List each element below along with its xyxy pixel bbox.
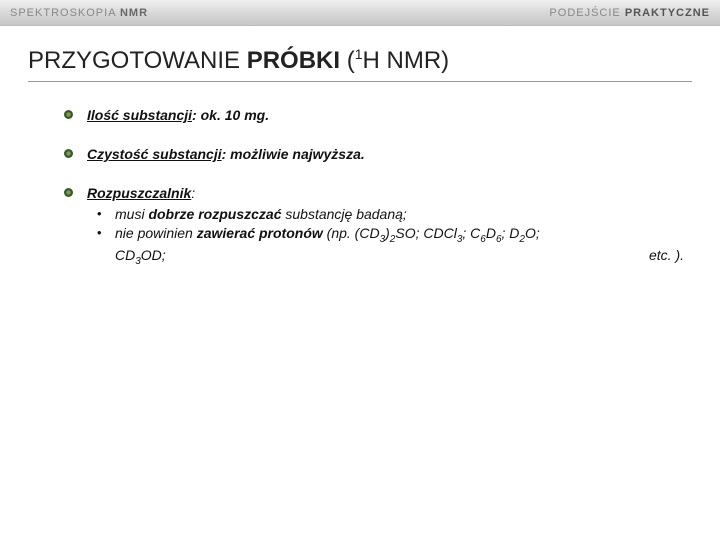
sub-text-1: nie powinien zawierać protonów (np. (CD3… — [115, 224, 692, 269]
text-piece: O; — [525, 225, 540, 241]
title-container: PRZYGOTOWANIE PRÓBKI (1H NMR) — [28, 46, 692, 82]
text-piece: (np. (CD — [323, 225, 380, 241]
text-piece: etc. ). — [649, 247, 684, 263]
item-label: Czystość substancji — [87, 146, 222, 162]
sub-text-1-line2-right: etc. ). — [649, 246, 692, 268]
title-part2: PRÓBKI — [247, 47, 340, 74]
item-body: Rozpuszczalnik: • musi dobrze rozpuszcza… — [87, 184, 692, 268]
text-piece: CD — [115, 247, 135, 263]
text-piece: SO; CDCl — [395, 225, 456, 241]
header-right-prefix: PODEJŚCIE — [549, 7, 624, 19]
sub-bullet: • — [97, 224, 115, 242]
sub-text-1-line2-left: CD3OD; — [115, 246, 166, 268]
header-left-bold: NMR — [120, 7, 148, 19]
list-item: Ilość substancji: ok. 10 mg. — [64, 106, 692, 125]
header-left-prefix: SPEKTROSKOPIA — [10, 7, 120, 19]
title-rest: H NMR) — [363, 47, 450, 74]
item-label: Ilość substancji — [87, 107, 192, 123]
sub-text-1-line1: nie powinien zawierać protonów (np. (CD3… — [115, 224, 692, 246]
text-piece: substancję badaną; — [281, 206, 406, 222]
title-part1: PRZYGOTOWANIE — [28, 47, 247, 74]
text-piece: nie powinien — [115, 225, 197, 241]
sub-text-1-line2: CD3OD; etc. ). — [115, 246, 692, 268]
item-colon: : — [222, 146, 231, 162]
sub-item: • nie powinien zawierać protonów (np. (C… — [97, 224, 692, 269]
text-piece: zawierać protonów — [197, 225, 323, 241]
list-item: Rozpuszczalnik: • musi dobrze rozpuszcza… — [64, 184, 692, 268]
slide-content: PRZYGOTOWANIE PRÓBKI (1H NMR) Ilość subs… — [0, 26, 720, 268]
text-piece: OD; — [141, 247, 166, 263]
title-sup: 1 — [355, 46, 363, 62]
item-colon: : — [192, 107, 201, 123]
text-piece: musi — [115, 206, 148, 222]
bullet-icon — [64, 110, 73, 119]
list-item: Czystość substancji: możliwie najwyższa. — [64, 145, 692, 164]
item-rest: ok. 10 mg. — [201, 107, 269, 123]
item-body: Ilość substancji: ok. 10 mg. — [87, 106, 692, 125]
item-label: Rozpuszczalnik — [87, 185, 191, 201]
bullet-list: Ilość substancji: ok. 10 mg. Czystość su… — [28, 106, 692, 268]
bullet-icon — [64, 188, 73, 197]
text-piece: D — [486, 225, 496, 241]
item-colon: : — [191, 185, 195, 201]
header-left: SPEKTROSKOPIA NMR — [10, 7, 148, 19]
sub-bullet: • — [97, 205, 115, 223]
sub-text-0: musi dobrze rozpuszczać substancję badan… — [115, 205, 692, 224]
bullet-icon — [64, 149, 73, 158]
title-open: ( — [340, 47, 355, 74]
header-right-bold: PRAKTYCZNE — [625, 7, 710, 19]
text-piece: dobrze rozpuszczać — [148, 206, 281, 222]
text-piece: ; D — [502, 225, 520, 241]
item-rest: możliwie najwyższa. — [230, 146, 365, 162]
header-right: PODEJŚCIE PRAKTYCZNE — [549, 7, 710, 19]
slide-header: SPEKTROSKOPIA NMR PODEJŚCIE PRAKTYCZNE — [0, 0, 720, 26]
item-body: Czystość substancji: możliwie najwyższa. — [87, 145, 692, 164]
sub-item: • musi dobrze rozpuszczać substancję bad… — [97, 205, 692, 224]
text-piece: ; C — [462, 225, 480, 241]
sub-list: • musi dobrze rozpuszczać substancję bad… — [87, 205, 692, 268]
slide-title: PRZYGOTOWANIE PRÓBKI (1H NMR) — [28, 46, 692, 75]
